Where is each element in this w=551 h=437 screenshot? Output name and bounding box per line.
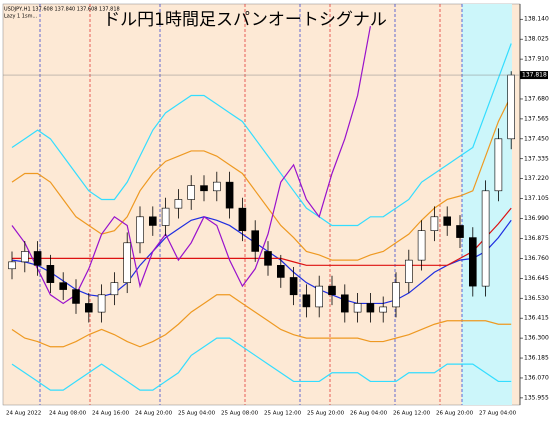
candle-body [251,230,259,252]
candle-body [174,199,183,209]
candle-body [468,237,477,287]
candle-body [366,303,375,313]
candle-body [404,259,413,283]
y-tick-label: 138.025 [524,36,549,43]
x-tick-label: 26 Aug 12:00 [393,411,431,417]
y-tick-label: 136.185 [524,355,549,362]
x-tick-label: 24 Aug 16:00 [92,411,130,417]
candle-body [72,289,80,304]
y-tick-label: 136.070 [524,374,549,381]
candle-body [264,251,272,266]
chart-title: ドル円1時間足スパンオートシグナル [103,10,387,30]
candle-body [289,277,298,296]
y-tick-label: 137.680 [524,95,549,102]
candle-body [149,216,157,226]
candle-body [213,181,221,192]
x-tick-label: 24 Aug 20:00 [135,411,173,417]
info: Lazy 1 1sm... [4,14,38,20]
x-tick-label: 25 Aug 12:00 [264,411,302,417]
last-price-box [520,71,548,80]
candle-body [392,282,400,308]
indicator-line [11,216,512,305]
x-tick-label: 25 Aug 04:00 [178,411,216,417]
candle-body [225,181,234,209]
y-tick-label: 136.300 [524,335,549,342]
candle-body [494,138,503,192]
candle-body [456,225,464,238]
x-tick-label: 26 Aug 20:00 [436,411,474,417]
candle-body [200,185,208,192]
last-price-label: 137.818 [522,72,547,79]
candle-body [417,230,426,261]
x-tick-label: 24 Aug 2022 [6,411,41,417]
y-tick-label: 137.565 [524,115,549,122]
candle-body [276,265,285,278]
x-tick-label: 25 Aug 08:00 [221,411,259,417]
y-tick-label: 138.140 [524,16,549,23]
candle-body [59,282,68,290]
candle-body [379,306,388,313]
candle-body [507,74,516,140]
candle-body [33,251,42,266]
candle-body [136,216,144,244]
indicator-line [11,26,371,305]
plot-area [2,3,521,406]
indicator-line [11,95,512,261]
x-tick-label: 26 Aug 04:00 [350,411,388,417]
indicator-line [12,207,512,266]
candle-body [430,216,439,231]
y-tick-label: 137.220 [524,175,549,182]
candle-body [85,303,93,313]
candle-body [328,285,336,296]
y-tick-label: 137.450 [524,135,549,142]
candle-body [353,303,362,313]
candle-body [443,216,452,226]
candle-body [123,242,131,283]
candle-body [481,190,490,287]
y-tick-label: 136.530 [524,295,549,302]
y-tick-label: 135.955 [524,394,549,401]
y-tick-label: 137.335 [524,155,549,162]
x-tick-label: 24 Aug 08:00 [49,411,87,417]
indicator-line [11,294,512,348]
candle-body [97,294,106,313]
info: USDJPY,H1 137.608 137.840 137.608 137.81… [4,7,120,13]
candle-body [302,294,311,308]
candle-body [8,261,16,270]
y-tick-label: 136.760 [524,255,549,262]
y-tick-label: 136.875 [524,235,549,242]
y-tick-label: 136.645 [524,275,549,282]
y-tick-label: 137.105 [524,195,549,202]
candle-body [187,185,195,200]
y-tick-label: 137.910 [524,56,549,63]
x-tick-label: 25 Aug 20:00 [307,411,345,417]
candle-body [161,207,170,226]
y-tick-label: 136.990 [524,215,549,222]
y-tick-label: 136.415 [524,315,549,322]
candle-body [315,285,324,308]
indicator-line [11,43,512,227]
marks: 135.955 136.070 136.185 136.300 136.415 136.5… [3,4,549,417]
candle-body [110,282,119,296]
candle-body [46,265,55,283]
candle-body [20,251,29,263]
x-tick-label: 27 Aug 04:00 [479,411,517,417]
candle-body [238,207,247,231]
indicator-line [11,337,512,391]
candle-body [340,294,349,313]
